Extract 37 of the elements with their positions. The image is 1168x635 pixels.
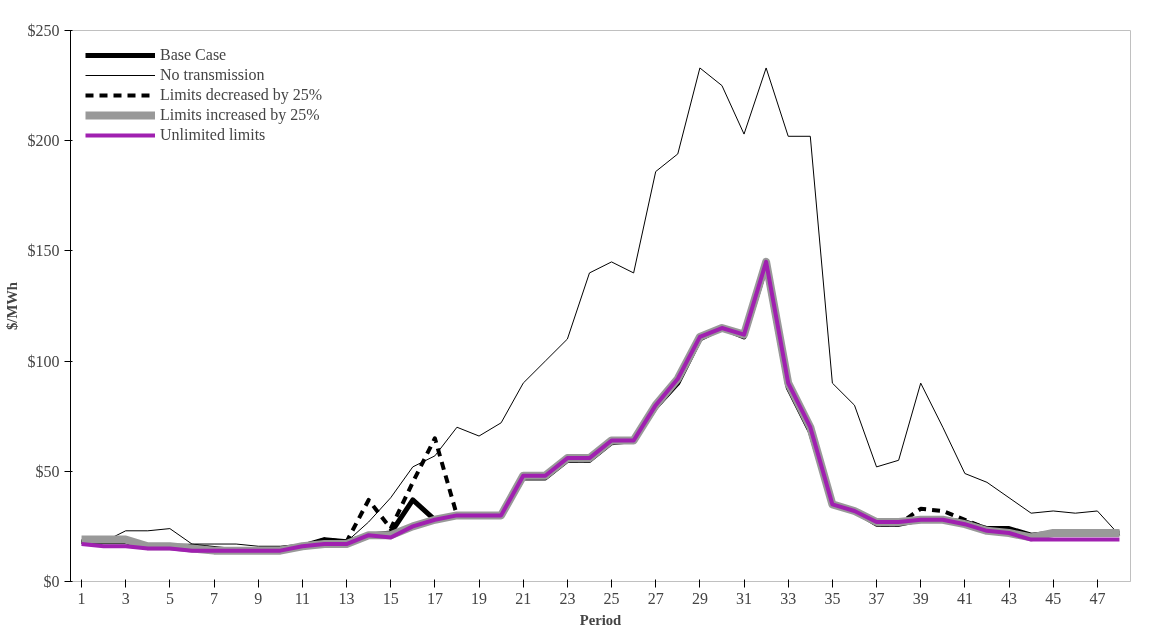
- legend-label: Unlimited limits: [160, 126, 266, 144]
- legend-label: Base Case: [160, 46, 227, 64]
- y-tick-label: $0: [43, 573, 60, 590]
- y-tick-label: $200: [27, 132, 60, 150]
- y-tick-label: $150: [27, 242, 60, 260]
- legend-label: No transmission: [160, 66, 265, 84]
- x-tick-label: 29: [691, 589, 708, 607]
- x-tick-label: 35: [824, 589, 841, 607]
- x-tick-label: 5: [165, 589, 174, 607]
- x-tick-label: 37: [868, 589, 885, 607]
- x-tick-label: 1: [77, 589, 86, 607]
- x-tick-label: 41: [956, 589, 973, 607]
- x-tick-label: 11: [294, 589, 311, 607]
- x-tick-label: 39: [912, 589, 929, 607]
- x-tick-label: 21: [515, 589, 532, 607]
- x-tick-label: 45: [1045, 589, 1062, 607]
- x-tick-label: 17: [426, 589, 443, 607]
- x-tick-label: 23: [559, 589, 576, 607]
- x-tick-label: 27: [647, 589, 664, 607]
- x-tick-label: 43: [1001, 589, 1018, 607]
- x-tick-label: 19: [471, 589, 488, 607]
- x-tick-label: 7: [210, 589, 219, 607]
- x-tick-label: 9: [254, 589, 263, 607]
- y-tick-label: $250: [27, 22, 60, 39]
- x-tick-label: 13: [338, 589, 355, 607]
- x-tick-label: 31: [736, 589, 753, 607]
- legend-label: Limits decreased by 25%: [160, 86, 323, 104]
- x-tick-label: 47: [1089, 589, 1106, 607]
- x-axis-title: Period: [579, 611, 622, 628]
- legend-label: Limits increased by 25%: [160, 106, 320, 124]
- x-tick-label: 15: [382, 589, 399, 607]
- y-tick-label: $100: [27, 352, 60, 370]
- y-axis-title: $/MWh: [3, 281, 20, 331]
- x-tick-label: 25: [603, 589, 620, 607]
- y-tick-label: $50: [35, 462, 60, 480]
- x-tick-label: 3: [121, 589, 130, 607]
- x-tick-label: 33: [780, 589, 797, 607]
